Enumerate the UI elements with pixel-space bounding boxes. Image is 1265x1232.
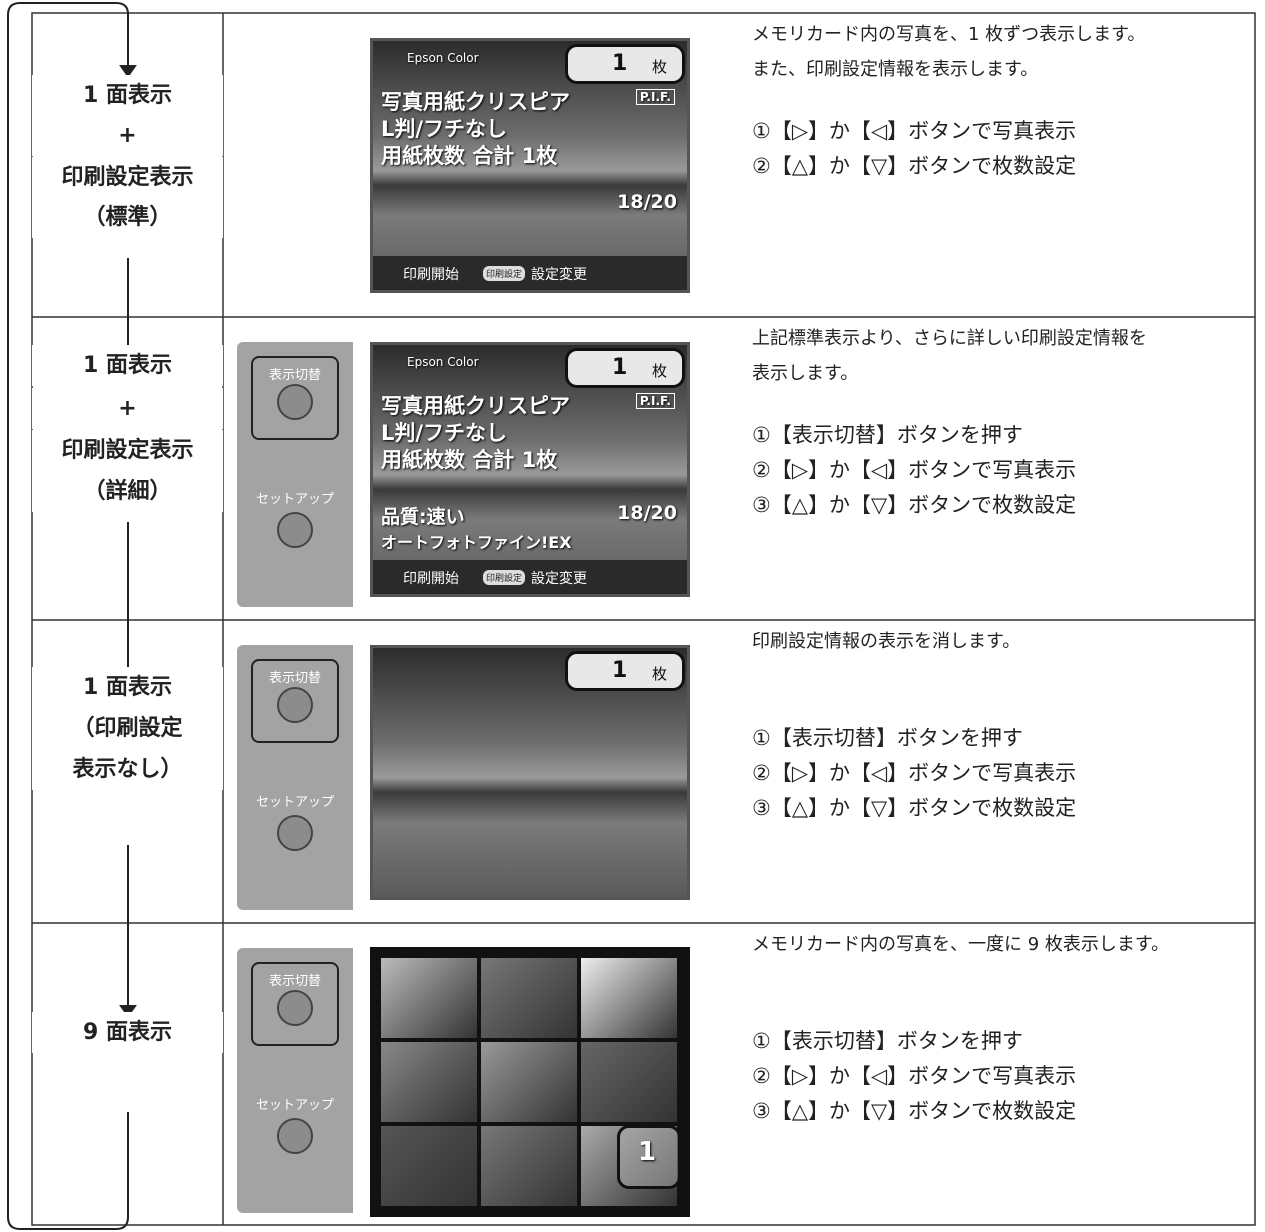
pif-badge: P.I.F. [635,89,675,105]
count: 1 [612,658,628,683]
step-line: ①【表示切替】ボタンを押す [752,423,1023,447]
selected-box [617,1125,681,1189]
count: 1 [612,51,628,76]
thumbnail [481,1042,577,1122]
lcd-screen: Epson Color 1 枚 P.I.F. 写真用紙クリスピア L判/フチなし 用紙枚数 … [370,38,690,293]
footer-start: 印刷開始 [403,267,459,283]
mode-label: 1 面表示 [32,75,223,116]
page-counter: 18/20 [617,191,677,213]
toggle-label: 表示切替 [268,368,321,383]
step-line: ①【表示切替】ボタンを押す [752,726,1023,750]
count: 1 [612,355,628,380]
step-line: ②【△】か【▽】ボタンで枚数設定 [752,154,1077,178]
step-line: ①【表示切替】ボタンを押す [752,1029,1023,1053]
setup-button [277,1118,313,1154]
mode-label: 印刷設定表示 [32,430,223,471]
footer-change: 設定変更 [531,267,587,283]
thumbnail [581,1126,677,1206]
setting-line: 写真用紙クリスピア [381,394,570,418]
setup-label: セットアップ [255,492,334,507]
table-border [31,12,1256,1226]
thumbnail [481,1126,577,1206]
description-line: 印刷設定情報の表示を消します。 [752,631,1021,652]
mode-label: 表示なし） [32,749,223,790]
count-unit: 枚 [652,665,668,683]
thumbnail [381,1126,477,1206]
setup-label: セットアップ [255,795,334,810]
step-line: ②【▷】か【◁】ボタンで写真表示 [752,1064,1077,1088]
description-line: メモリカード内の写真を、1 枚ずつ表示します。 [752,24,1146,45]
setup-button [277,512,313,548]
step-line: ③【△】か【▽】ボタンで枚数設定 [752,796,1077,820]
mode-label: 1 面表示 [32,345,223,386]
description-line: また、印刷設定情報を表示します。 [752,59,1039,80]
description-line: 上記標準表示より、さらに詳しい印刷設定情報を [752,328,1147,349]
control-panel: 表示切替セットアップ [237,948,353,1213]
thumbnail [481,958,577,1038]
toggle-button [277,687,313,723]
step-line: ①【▷】か【◁】ボタンで写真表示 [752,119,1077,143]
step-line: ③【△】か【▽】ボタンで枚数設定 [752,1099,1077,1123]
mode-label: + [32,388,223,429]
toggle-label: 表示切替 [268,974,321,989]
selected-count: 1 [638,1137,657,1167]
toggle-button [277,384,313,420]
description-line: メモリカード内の写真を、一度に 9 枚表示します。 [752,934,1170,955]
enhance: オートフォトファイン!EX [381,533,572,552]
description-line: 表示します。 [752,363,859,384]
footer-start: 印刷開始 [403,571,459,587]
count-unit: 枚 [652,58,668,76]
setting-line: 用紙枚数 合計 1枚 [381,144,558,168]
setup-label: セットアップ [255,1098,334,1113]
count-unit: 枚 [652,362,668,380]
thumbnail [581,1042,677,1122]
setting-line: 写真用紙クリスピア [381,90,570,114]
thumbnail-grid: 1 [370,947,690,1217]
thumbnail [381,1042,477,1122]
mode-label: （印刷設定 [32,708,223,749]
brand: Epson Color [407,51,479,65]
step-line: ②【▷】か【◁】ボタンで写真表示 [752,761,1077,785]
setting-line: 用紙枚数 合計 1枚 [381,448,558,472]
footer-badge: 印刷設定 [483,570,526,585]
mode-label: （標準） [32,197,223,238]
lcd-screen: Epson Color 1 枚 P.I.F. 写真用紙クリスピア L判/フチなし 用紙枚数 … [370,342,690,597]
setting-line: L判/フチなし [381,421,508,445]
toggle-label: 表示切替 [268,671,321,686]
mode-label: （詳細） [32,471,223,512]
brand: Epson Color [407,355,479,369]
thumbnail [381,958,477,1038]
toggle-button-box [251,356,339,440]
footer-badge: 印刷設定 [483,266,526,281]
footer-bar: 印刷開始 印刷設定 設定変更 [373,560,687,594]
toggle-button [277,990,313,1026]
quality: 品質:速い [381,506,465,528]
thumbnail [581,958,677,1038]
control-panel: 表示切替セットアップ [237,645,353,910]
flow-bracket [7,2,129,1230]
footer-change: 設定変更 [531,571,587,587]
footer-bar: 印刷開始 印刷設定 設定変更 [373,256,687,290]
page-counter: 18/20 [617,502,677,524]
mode-label: 印刷設定表示 [32,157,223,198]
control-panel: 表示切替セットアップ [237,342,353,607]
step-line: ②【▷】か【◁】ボタンで写真表示 [752,458,1077,482]
mode-label: + [32,115,223,156]
setting-line: L判/フチなし [381,117,508,141]
mode-label: 1 面表示 [32,667,223,708]
toggle-button-box [251,659,339,743]
step-line: ③【△】か【▽】ボタンで枚数設定 [752,493,1077,517]
setup-button [277,815,313,851]
toggle-button-box [251,962,339,1046]
mode-label: 9 面表示 [32,1012,223,1053]
pif-badge: P.I.F. [635,393,675,409]
